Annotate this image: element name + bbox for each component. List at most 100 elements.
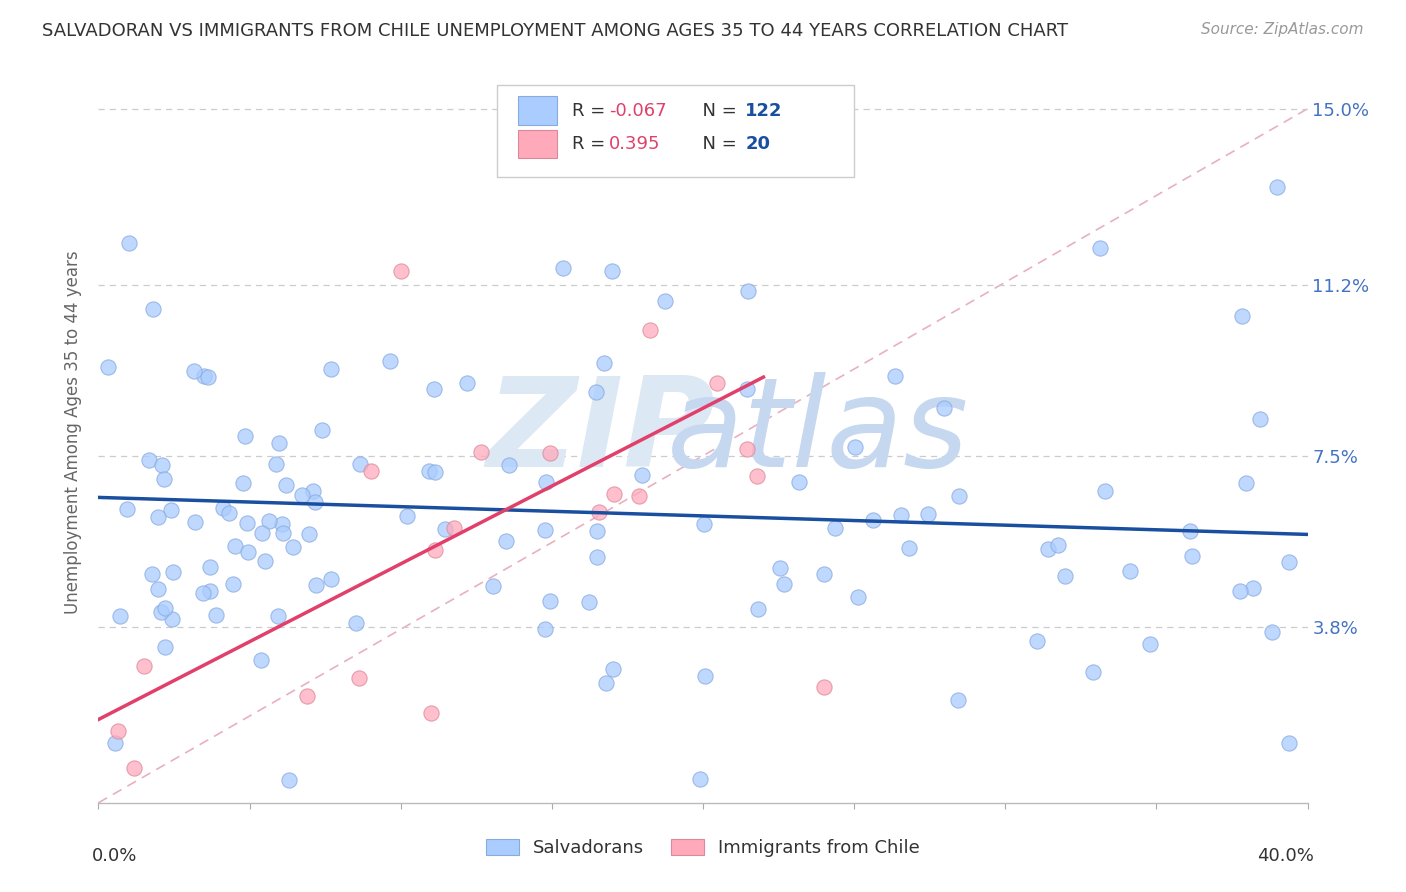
- Point: [846, 590, 869, 604]
- Point: [638, 323, 661, 337]
- Text: N =: N =: [690, 102, 742, 120]
- Point: [540, 446, 562, 460]
- Point: [304, 495, 326, 509]
- Point: [346, 615, 368, 630]
- Point: [423, 465, 446, 479]
- Point: [434, 522, 457, 536]
- Point: [948, 693, 970, 707]
- Point: [813, 567, 835, 582]
- Point: [862, 513, 884, 527]
- Point: [769, 560, 792, 574]
- Text: 122: 122: [745, 102, 783, 120]
- Point: [259, 515, 281, 529]
- Point: [267, 436, 290, 450]
- Point: [222, 577, 245, 591]
- Point: [115, 501, 138, 516]
- Point: [1088, 241, 1111, 255]
- Point: [470, 445, 492, 459]
- Point: [360, 464, 382, 478]
- Point: [1094, 484, 1116, 499]
- Point: [319, 572, 342, 586]
- Point: [205, 607, 228, 622]
- Point: [1036, 541, 1059, 556]
- Point: [586, 549, 609, 564]
- Point: [193, 369, 215, 384]
- Point: [534, 622, 557, 636]
- Point: [585, 385, 607, 400]
- Point: [152, 458, 174, 472]
- Point: [278, 772, 301, 787]
- Point: [304, 578, 326, 592]
- Point: [122, 761, 145, 775]
- Text: 0.395: 0.395: [609, 135, 661, 153]
- Text: R =: R =: [572, 135, 612, 153]
- Point: [551, 261, 574, 276]
- Point: [603, 487, 626, 501]
- Point: [932, 401, 955, 415]
- Point: [1118, 564, 1140, 578]
- Point: [349, 457, 371, 471]
- Point: [198, 560, 221, 574]
- Point: [252, 526, 274, 541]
- Text: ZIP: ZIP: [486, 372, 714, 493]
- Point: [883, 368, 905, 383]
- Point: [153, 472, 176, 486]
- Point: [183, 364, 205, 378]
- Point: [347, 672, 370, 686]
- Point: [536, 475, 558, 489]
- Point: [689, 772, 711, 786]
- Point: [155, 640, 177, 654]
- Point: [1181, 549, 1204, 564]
- Point: [197, 370, 219, 384]
- Point: [890, 508, 912, 522]
- Point: [396, 509, 419, 524]
- Point: [264, 457, 287, 471]
- Point: [160, 503, 183, 517]
- Point: [267, 608, 290, 623]
- Point: [200, 583, 222, 598]
- Point: [1053, 569, 1076, 583]
- Text: atlas: atlas: [666, 372, 969, 493]
- Point: [423, 542, 446, 557]
- Text: SALVADORAN VS IMMIGRANTS FROM CHILE UNEMPLOYMENT AMONG AGES 35 TO 44 YEARS CORRE: SALVADORAN VS IMMIGRANTS FROM CHILE UNEM…: [42, 22, 1069, 40]
- Point: [602, 662, 624, 676]
- Point: [844, 440, 866, 454]
- Point: [107, 724, 129, 739]
- Point: [631, 467, 654, 482]
- Point: [1081, 665, 1104, 680]
- Text: R =: R =: [572, 102, 612, 120]
- Point: [311, 423, 333, 437]
- Point: [1229, 583, 1251, 598]
- Point: [235, 516, 257, 531]
- FancyBboxPatch shape: [498, 85, 855, 178]
- Point: [232, 475, 254, 490]
- Point: [824, 521, 846, 535]
- Point: [1230, 309, 1253, 323]
- Y-axis label: Unemployment Among Ages 35 to 44 years: Unemployment Among Ages 35 to 44 years: [65, 251, 83, 615]
- Point: [443, 521, 465, 535]
- Point: [1249, 412, 1271, 426]
- Point: [1234, 475, 1257, 490]
- Point: [948, 489, 970, 503]
- Point: [183, 515, 205, 529]
- Point: [321, 362, 343, 376]
- Point: [1139, 637, 1161, 651]
- Point: [813, 680, 835, 694]
- Point: [253, 554, 276, 568]
- Point: [142, 302, 165, 317]
- Point: [1278, 736, 1301, 750]
- Point: [1241, 581, 1264, 595]
- Point: [654, 294, 676, 309]
- Point: [149, 605, 172, 619]
- Point: [162, 565, 184, 579]
- Point: [191, 586, 214, 600]
- Point: [897, 541, 920, 556]
- Point: [586, 524, 609, 538]
- Point: [533, 523, 555, 537]
- Point: [271, 517, 294, 532]
- Point: [595, 675, 617, 690]
- Text: 20: 20: [745, 135, 770, 153]
- Point: [218, 506, 240, 520]
- Point: [153, 600, 176, 615]
- Point: [250, 653, 273, 667]
